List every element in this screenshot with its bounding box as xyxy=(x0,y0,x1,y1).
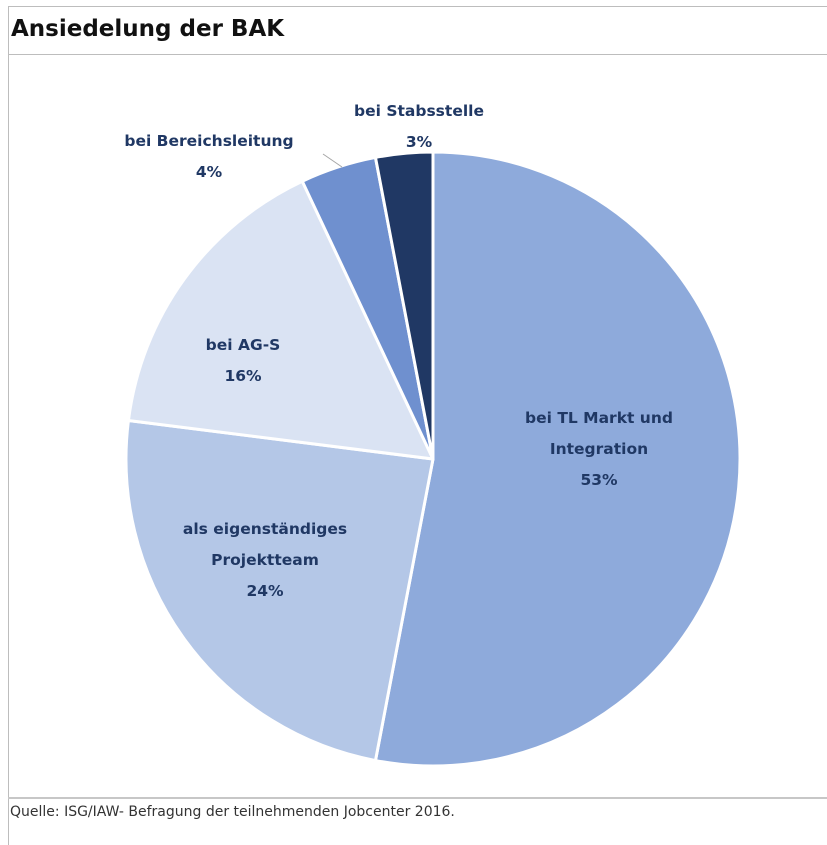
slice-label-1: bei TL Markt und Integration 53% xyxy=(525,409,673,489)
pie-slice-2 xyxy=(124,419,435,763)
leader-lines xyxy=(322,153,343,168)
slice-labels: bei TL Markt und Integration 53% als eigens… xyxy=(124,102,673,600)
slice-label-5: bei Stabsstelle 3% xyxy=(354,102,484,151)
pie-chart: bei TL Markt und Integration 53% als eigens… xyxy=(124,102,742,768)
chart-area: bei TL Markt und Integration 53% als eigens… xyxy=(9,55,827,799)
left-rule xyxy=(8,799,9,845)
chart-title: Ansiedelung der BAK xyxy=(11,16,285,42)
source-divider xyxy=(8,797,827,799)
title-bar: Ansiedelung der BAK xyxy=(9,7,827,55)
pie-slice-5 xyxy=(373,150,435,461)
pie-slice-1 xyxy=(373,150,742,768)
slice-label-2: als eigenständiges Projektteam 24% xyxy=(183,520,347,600)
chart-frame: Ansiedelung der BAK bei TL Markt und Inte… xyxy=(8,6,827,798)
pie-slices xyxy=(124,150,742,768)
slice-label-4: bei Bereichsleitung 4% xyxy=(124,132,293,181)
leader-line-4 xyxy=(322,153,343,168)
slice-label-3: bei AG-S 16% xyxy=(206,336,281,385)
pie-slice-3 xyxy=(126,179,435,461)
source-note: Quelle: ISG/IAW- Befragung der teilnehme… xyxy=(10,804,455,820)
